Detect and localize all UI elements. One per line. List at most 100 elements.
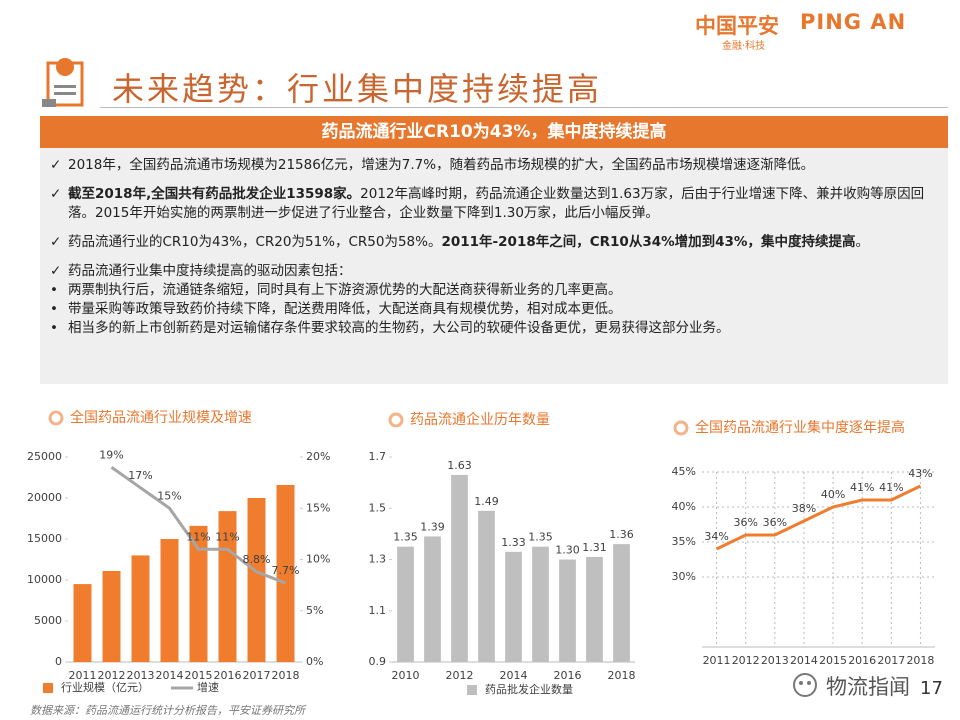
- bar: [532, 546, 549, 662]
- y-tick-label: 20000: [27, 491, 62, 504]
- bullet-text: 带量采购等政策导致药价持续下降，配送费用降低，大配送商具有规模优势，相对成本更低…: [68, 300, 622, 319]
- text-run: 药品流通行业的CR10为43%，CR20为51%，CR50为58%。: [68, 234, 442, 250]
- watermark: 物流指闻: [826, 675, 910, 699]
- data-label: 1.31: [582, 541, 607, 554]
- bar: [160, 539, 179, 662]
- bar: [73, 584, 92, 662]
- data-label: 40%: [821, 488, 845, 501]
- data-label: 19%: [99, 448, 123, 461]
- x-tick-label: 2012: [732, 654, 760, 667]
- y2-tick-label: 5%: [306, 604, 323, 617]
- data-label: 11%: [215, 530, 239, 543]
- y-tick-label: 10000: [27, 573, 62, 586]
- y-tick-label: 25000: [27, 450, 62, 463]
- x-tick-label: 2013: [761, 654, 789, 667]
- bullet: ✓ 截至2018年,全国共有药品批发企业13598家。2012年高峰时期，药品流通…: [50, 185, 938, 223]
- slide-title: 未来趋势：行业集中度持续提高: [112, 70, 603, 108]
- data-label: 1.36: [609, 528, 634, 541]
- legend-label: 行业规模（亿元）: [61, 680, 149, 694]
- legend-label: 药品批发企业数量: [485, 682, 573, 696]
- x-tick-label: 2015: [185, 669, 213, 682]
- bullet-text: 药品流通行业集中度持续提高的驱动因素包括：: [68, 262, 352, 281]
- x-tick-label: 2011: [703, 654, 731, 667]
- chart: 全国药品流通行业规模及增速 0 5000 10000 15000 20000 25000 0%…: [27, 409, 330, 694]
- bar: [586, 556, 603, 662]
- data-label: 38%: [792, 502, 816, 515]
- icon-dot: [807, 681, 811, 685]
- icon-hand: [42, 99, 56, 107]
- y2-tick-label: 0%: [306, 655, 323, 668]
- data-label: 41%: [879, 481, 903, 494]
- bullet: ✓ 药品流通行业的CR10为43%，CR20为51%，CR50为58%。2011年…: [50, 233, 938, 252]
- y2-tick-label: 15%: [306, 501, 330, 514]
- x-tick-label: 2011: [69, 669, 97, 682]
- bullet: • 带量采购等政策导致药价持续下降，配送费用降低，大配送商具有规模优势，相对成本更…: [50, 300, 938, 319]
- chart-title: 全国药品流通行业集中度逐年提高: [695, 419, 905, 436]
- icon-dot: [799, 681, 803, 685]
- data-label: 7.7%: [272, 564, 300, 577]
- text-run: 2012年高峰时期，药品流通企业数量达到1.63万家，后由于行业增速下降、兼并收…: [68, 186, 925, 221]
- data-label: 17%: [128, 469, 152, 482]
- bar: [559, 559, 576, 662]
- data-label: 34%: [704, 530, 728, 543]
- bullet: ✓ 2018年，全国药品流通市场规模为21586亿元，增速为7.7%，随着药品市场…: [50, 156, 938, 175]
- tagline: 金融·科技: [722, 41, 766, 52]
- bullet-marker: •: [50, 320, 58, 336]
- x-tick-label: 2016: [554, 669, 582, 682]
- bar: [276, 484, 295, 662]
- y-tick-label: 0: [55, 655, 62, 668]
- text-run: 2011年-2018年之间，CR10从34%增加到43%，集中度持续提高: [441, 234, 856, 250]
- bullet: • 两票制执行后，流通链条缩短，同时具有上下游资源优势的大配送商获得新业务的几率更…: [50, 281, 938, 300]
- y-tick-label: 1.1: [369, 604, 387, 617]
- bullet-text: 截至2018年,全国共有药品批发企业13598家。2012年高峰时期，药品流通企…: [68, 185, 938, 223]
- x-tick-label: 2016: [848, 654, 876, 667]
- source: 数据来源：药品流通运行统计分析报告，平安证券研究所: [30, 704, 305, 717]
- y-tick-label: 1.3: [369, 553, 387, 566]
- y-tick-label: 0.9: [369, 655, 387, 668]
- data-label: 41%: [850, 481, 874, 494]
- data-label: 1.63: [447, 459, 472, 472]
- bar: [613, 544, 630, 662]
- bullet-marker: •: [50, 301, 58, 317]
- chart-title: 全国药品流通行业规模及增速: [70, 409, 252, 426]
- icon-line: [54, 92, 76, 95]
- bullet-marker: ✓: [50, 157, 62, 173]
- x-tick-label: 2014: [500, 669, 528, 682]
- x-tick-label: 2018: [906, 654, 934, 667]
- title-icon: [388, 412, 404, 428]
- bullet-text: 相当多的新上市创新药是对运输储存条件要求较高的生物药，大公司的软硬件设备更优，更…: [68, 319, 730, 338]
- data-label: 36%: [733, 516, 757, 529]
- bullet: • 相当多的新上市创新药是对运输储存条件要求较高的生物药，大公司的软硬件设备更优，…: [50, 319, 938, 338]
- bar: [505, 551, 522, 662]
- y-tick-label: 1.7: [369, 450, 387, 463]
- line: [715, 484, 922, 551]
- x-tick-label: 2016: [214, 669, 242, 682]
- data-label: 8.8%: [243, 553, 271, 566]
- y-tick-label: 1.5: [369, 501, 387, 514]
- bullet: ✓ 药品流通行业集中度持续提高的驱动因素包括：: [50, 262, 938, 281]
- y-tick-label: 5000: [34, 614, 62, 627]
- x-tick-label: 2018: [272, 669, 300, 682]
- bullet-marker: •: [50, 282, 58, 298]
- x-tick-label: 2012: [98, 669, 126, 682]
- bullet-box: ✓ 2018年，全国药品流通市场规模为21586亿元，增速为7.7%，随着药品市场…: [40, 148, 948, 384]
- legend-label: 增速: [197, 680, 219, 694]
- y-tick-label: 45%: [672, 465, 696, 478]
- brand-en: PING AN: [800, 10, 907, 34]
- x-tick-label: 2017: [877, 654, 905, 667]
- text-run: 2018年，全国药品流通市场规模为21586亿元，增速为7.7%，随着药品市场规…: [68, 157, 815, 173]
- title-rule: [100, 107, 948, 108]
- text-run: 相当多的新上市创新药是对运输储存条件要求较高的生物药，大公司的软硬件设备更优，更…: [68, 320, 730, 336]
- chart: 药品流通企业历年数量 0.9 1.1 1.3 1.5 1.7 2010 2012 2014 201…: [369, 411, 636, 696]
- bullet-marker: ✓: [50, 186, 62, 202]
- data-label: 11%: [186, 530, 210, 543]
- line: [110, 466, 287, 585]
- text-run: 两票制执行后，流通链条缩短，同时具有上下游资源优势的大配送商获得新业务的几率更高…: [68, 282, 622, 298]
- legend-swatch: [467, 685, 477, 695]
- data-label: 15%: [157, 489, 181, 502]
- icon-line: [54, 85, 76, 88]
- bar: [451, 474, 468, 662]
- data-label: 1.49: [474, 495, 499, 508]
